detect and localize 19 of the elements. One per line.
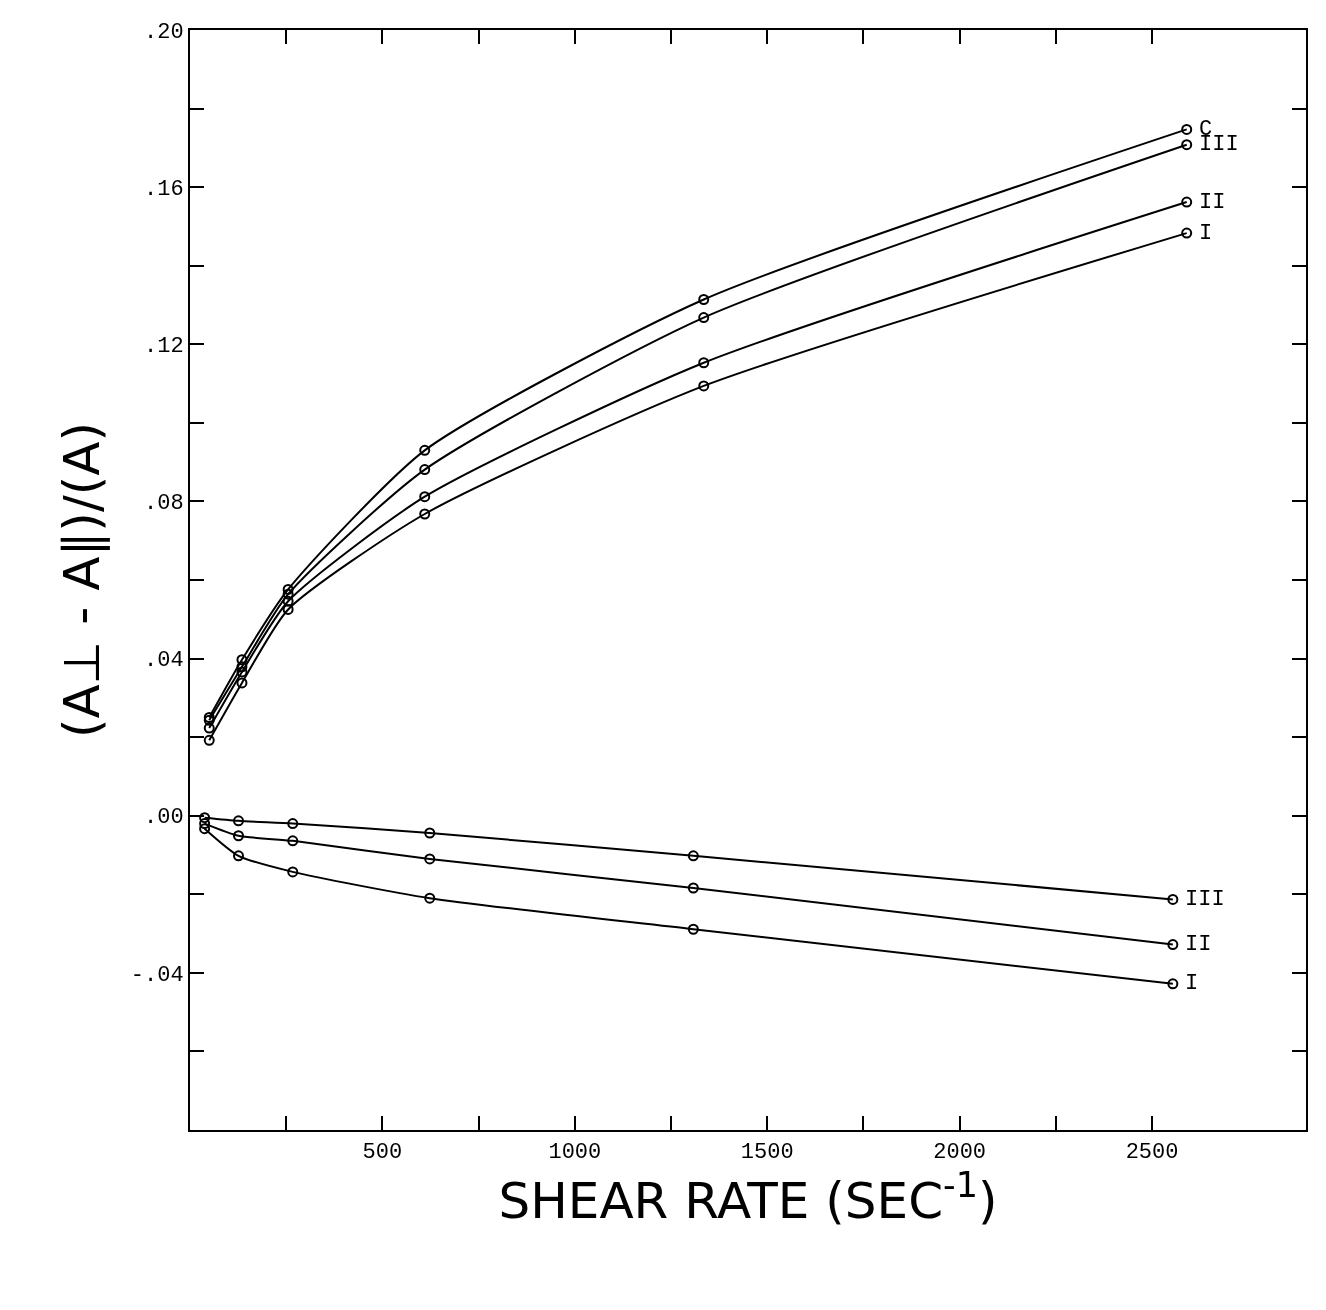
x-tick-label: 2000 [933,1140,987,1166]
y-tick-label: .12 [143,333,184,359]
x-tick-label: 1000 [548,1140,602,1166]
y-tick-label: .04 [143,648,184,674]
series-label: II [1185,932,1212,957]
x-tick-label: 1500 [740,1140,794,1166]
y-tick-label: -.04 [130,962,184,988]
y-tick-label: .08 [143,491,184,517]
series-label: I [1199,221,1213,246]
x-tick-label: 2500 [1125,1140,1179,1166]
y-tick-label: .00 [143,805,184,831]
x-axis-title: SHEAR RATE (SEC$^{-1}$) [498,1165,998,1231]
series-label: II [1199,190,1226,215]
y-tick-label: .20 [143,19,184,45]
y-tick-label: .16 [143,176,184,202]
series-label: I [1185,971,1199,996]
y-axis-title: (A⊥ - A∥)/(A) [53,422,112,738]
x-tick-label: 500 [362,1140,403,1166]
series-label: III [1185,887,1225,912]
